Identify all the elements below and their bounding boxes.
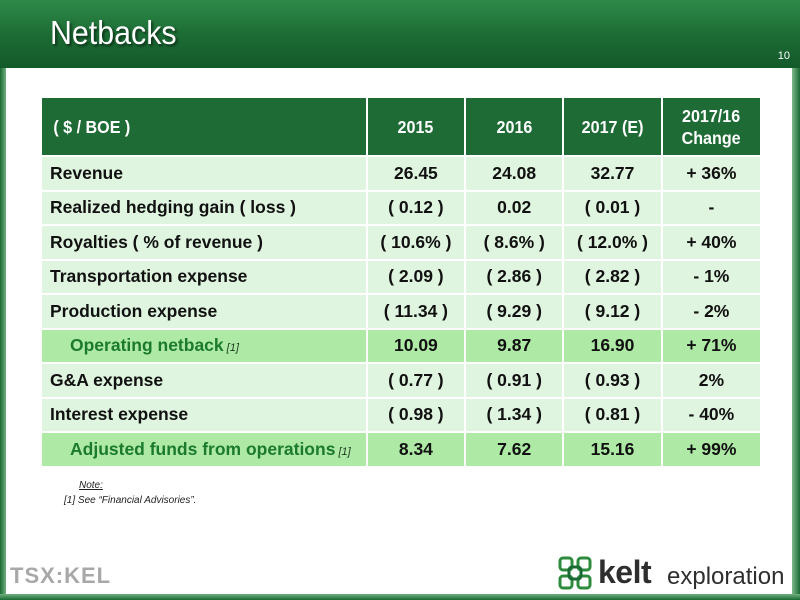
value-cell: + 36% [662,157,760,190]
row-label-cell: Production expense [42,295,366,328]
table-row: Transportation expense ( 2.09 )( 2.86 )( … [42,260,760,293]
table-body: Revenue 26.45 24.08 32.77 + 36% Realized hedg… [42,157,760,466]
value-cell: ( 0.98 ) [367,398,465,431]
value-cell: 26.45 [367,157,465,190]
table-row: G&A expense ( 0.77 )( 0.91 )( 0.93 ) 2% [42,364,760,397]
row-label-cell: Adjusted funds from operations [1] [42,433,366,466]
value-cell: ( 0.01 ) [564,191,661,224]
value-cell: 7.62 [466,433,563,466]
note-title: Note: [79,480,103,491]
value-cell: 0.02 [466,191,563,224]
page-number: 10 [777,50,790,62]
value-cell: ( 0.77 ) [367,364,465,397]
row-label-cell: Realized hedging gain ( loss ) [42,191,366,224]
value-cell: - [662,191,760,224]
table-header-row: ( $ / BOE ) 2015 2016 2017 (E) 2017/16 Ch… [42,98,760,155]
value-cell: ( 8.6% ) [466,226,563,259]
column-header-unit: ( $ / BOE ) [42,98,366,155]
value-cell: ( 10.6% ) [367,226,465,259]
column-header-2015: 2015 [367,98,465,155]
netbacks-table: ( $ / BOE ) 2015 2016 2017 (E) 2017/16 Ch… [40,96,762,468]
value-cell: ( 0.81 ) [564,398,661,431]
row-label-cell: Transportation expense [42,260,366,293]
row-label: Revenue [50,162,123,183]
kelt-logo-name: kelt [598,554,652,590]
row-label-cell: Revenue [42,157,366,190]
value-cell: 10.09 [367,329,465,362]
footnote-marker: [1] [226,342,239,355]
kelt-logo-subtitle: exploration [667,563,785,590]
table-row: Royalties ( % of revenue ) ( 10.6% )( 8.6… [42,226,760,259]
value-cell: ( 0.12 ) [367,191,465,224]
row-label-cell: G&A expense [42,364,366,397]
row-label: Interest expense [50,404,189,425]
table-row: Interest expense ( 0.98 )( 1.34 )( 0.81 )… [42,398,760,431]
row-label: Realized hedging gain ( loss ) [50,197,296,218]
footnote-marker: [1] [338,445,351,458]
row-label: G&A expense [50,369,164,390]
value-cell: + 71% [662,329,760,362]
value-cell: ( 12.0% ) [564,226,661,259]
value-cell: ( 1.34 ) [466,398,563,431]
value-cell: ( 11.34 ) [367,295,465,328]
left-border [0,68,6,600]
value-cell: 15.16 [564,433,661,466]
value-cell: ( 2.86 ) [466,260,563,293]
note-text: [1] See “Financial Advisories”. [64,495,197,506]
value-cell: ( 0.93 ) [564,364,661,397]
value-cell: + 40% [662,226,760,259]
row-label-cell: Interest expense [42,398,366,431]
value-cell: ( 0.91 ) [466,364,563,397]
table-row: Production expense ( 11.34 )( 9.29 )( 9.1… [42,295,760,328]
tsx-kel-logo: TSX:KEL [10,563,112,588]
value-cell: 32.77 [564,157,661,190]
value-cell: - 2% [662,295,760,328]
value-cell: - 1% [662,260,760,293]
row-label: Adjusted funds from operations [70,438,336,459]
page-title: Netbacks [50,14,177,51]
value-cell: ( 9.29 ) [466,295,563,328]
table-row: Adjusted funds from operations [1] 8.34 7.6… [42,433,760,466]
value-cell: 2% [662,364,760,397]
table-row: Realized hedging gain ( loss ) ( 0.12 ) 0.… [42,191,760,224]
celtic-knot-icon [558,556,592,590]
row-label: Royalties ( % of revenue ) [50,231,263,252]
row-label: Transportation expense [50,266,248,287]
column-header-2016: 2016 [466,98,563,155]
right-border [792,68,800,600]
value-cell: 16.90 [564,329,661,362]
value-cell: 8.34 [367,433,465,466]
kelt-exploration-logo: kelt exploration [556,552,796,596]
bottom-border [0,594,800,600]
row-label: Operating netback [70,335,224,356]
row-label: Production expense [50,300,218,321]
value-cell: + 99% [662,433,760,466]
value-cell: 24.08 [466,157,563,190]
value-cell: 9.87 [466,329,563,362]
column-header-change: 2017/16 Change [662,98,760,155]
value-cell: ( 2.09 ) [367,260,465,293]
table-row: Revenue 26.45 24.08 32.77 + 36% [42,157,760,190]
title-banner: Netbacks 10 [0,0,800,68]
value-cell: - 40% [662,398,760,431]
table-row: Operating netback [1] 10.09 9.87 16.90 + 71% [42,329,760,362]
value-cell: ( 9.12 ) [564,295,661,328]
value-cell: ( 2.82 ) [564,260,661,293]
column-header-2017e: 2017 (E) [564,98,661,155]
row-label-cell: Royalties ( % of revenue ) [42,226,366,259]
row-label-cell: Operating netback [1] [42,329,366,362]
